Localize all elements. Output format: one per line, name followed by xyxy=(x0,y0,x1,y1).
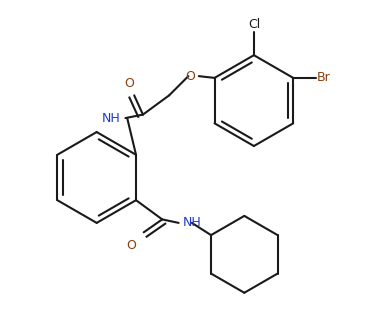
Text: NH: NH xyxy=(183,216,202,229)
Text: O: O xyxy=(125,77,134,90)
Text: Br: Br xyxy=(317,71,331,84)
Text: NH: NH xyxy=(102,112,120,124)
Text: O: O xyxy=(126,239,136,252)
Text: O: O xyxy=(186,70,195,83)
Text: Cl: Cl xyxy=(248,18,260,31)
